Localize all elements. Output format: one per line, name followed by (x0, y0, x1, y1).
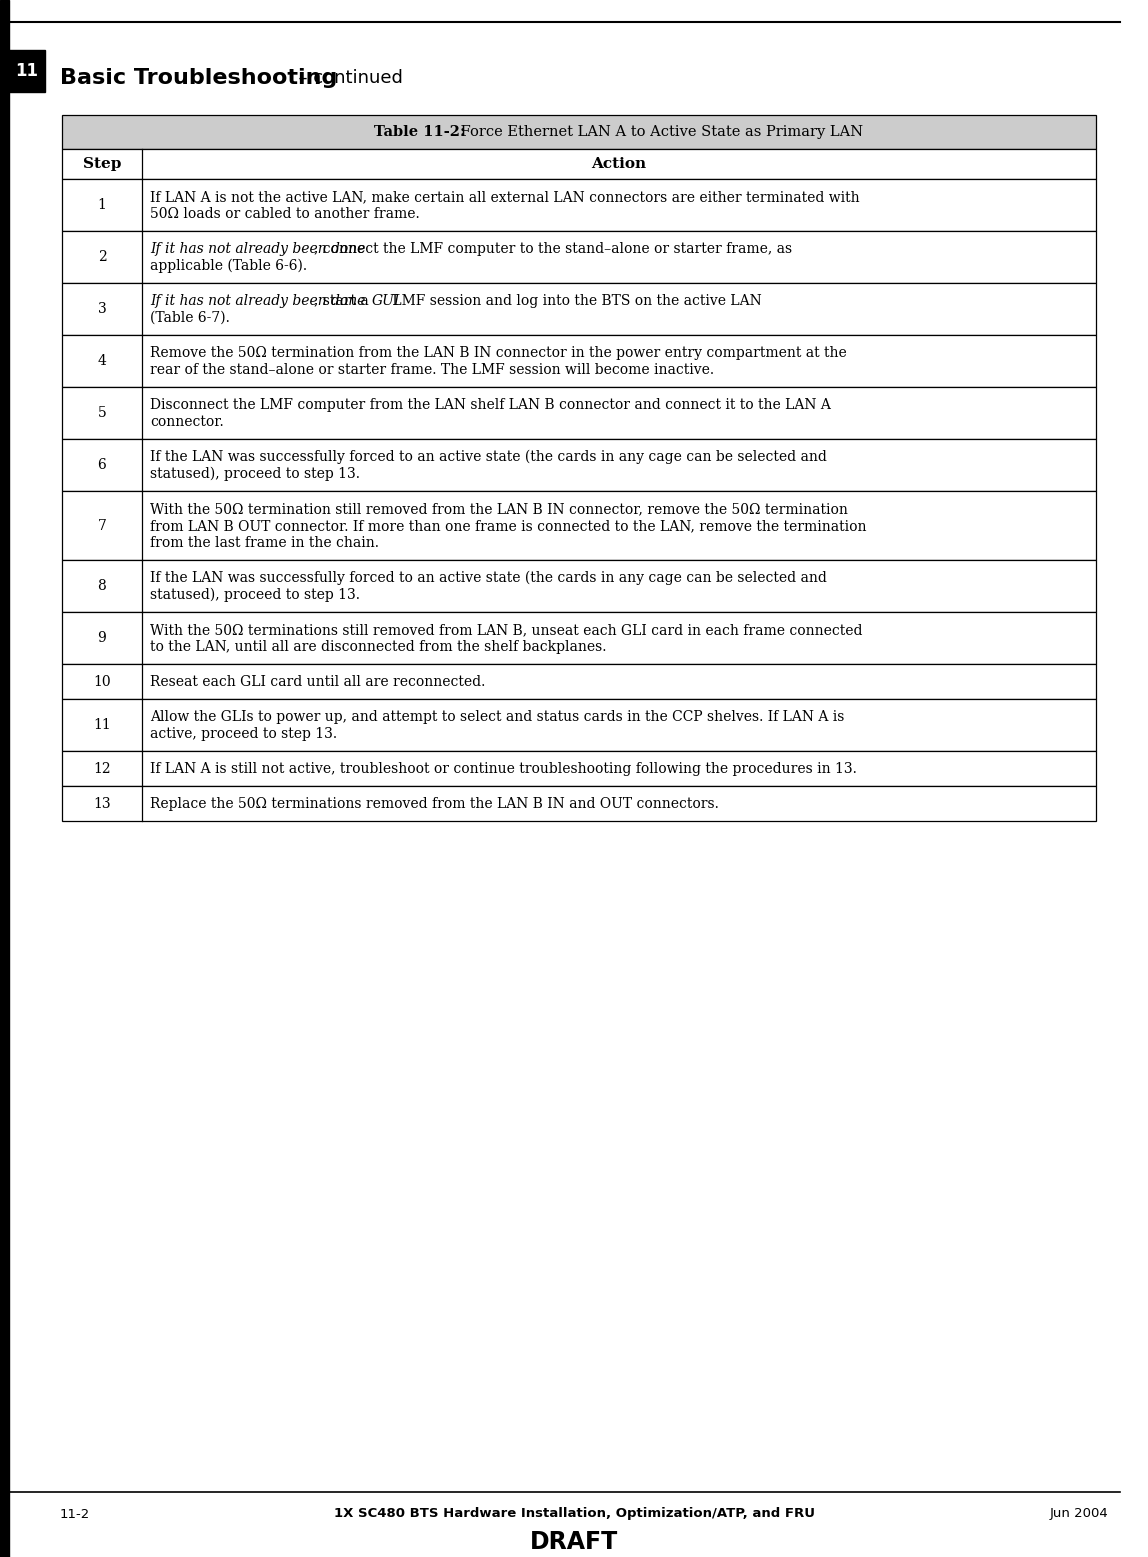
Bar (62, 439, 1096, 490)
Text: If it has not already been done: If it has not already been done (150, 294, 365, 308)
Text: Disconnect the LMF computer from the LAN shelf LAN B connector and connect it to: Disconnect the LMF computer from the LAN… (150, 399, 831, 413)
Text: connector.: connector. (150, 416, 224, 430)
Text: Reseat each GLI card until all are reconnected.: Reseat each GLI card until all are recon… (150, 676, 486, 690)
Bar (62, 335, 1096, 388)
Text: Allow the GLIs to power up, and attempt to select and status cards in the CCP sh: Allow the GLIs to power up, and attempt … (150, 710, 845, 724)
Bar (62, 179, 1096, 230)
Bar (62, 561, 1096, 612)
Bar (62, 115, 1096, 149)
Text: from LAN B OUT connector. If more than one frame is connected to the LAN, remove: from LAN B OUT connector. If more than o… (150, 518, 867, 532)
Text: With the 50Ω terminations still removed from LAN B, unseat each GLI card in each: With the 50Ω terminations still removed … (150, 623, 862, 637)
Text: statused), proceed to step 13.: statused), proceed to step 13. (150, 467, 360, 481)
Bar (62, 388, 1096, 439)
Text: If it has not already been done: If it has not already been done (150, 241, 365, 255)
Text: 12: 12 (93, 761, 111, 775)
Text: 8: 8 (98, 579, 107, 593)
Text: 4: 4 (98, 353, 107, 367)
Text: active, proceed to step 13.: active, proceed to step 13. (150, 727, 338, 741)
Text: rear of the stand–alone or starter frame. The LMF session will become inactive.: rear of the stand–alone or starter frame… (150, 363, 714, 377)
Text: , start a: , start a (315, 294, 373, 308)
Text: If the LAN was successfully forced to an active state (the cards in any cage can: If the LAN was successfully forced to an… (150, 450, 827, 464)
Text: Remove the 50Ω termination from the LAN B IN connector in the power entry compar: Remove the 50Ω termination from the LAN … (150, 346, 847, 360)
Bar (9, 50, 45, 92)
Text: DRAFT: DRAFT (530, 1531, 618, 1554)
Text: 11: 11 (16, 62, 39, 79)
Bar (62, 786, 1096, 821)
Text: to the LAN, until all are disconnected from the shelf backplanes.: to the LAN, until all are disconnected f… (150, 640, 606, 654)
Bar (62, 283, 1096, 335)
Text: Step: Step (83, 157, 122, 171)
Bar (62, 699, 1096, 750)
Text: Force Ethernet LAN A to Active State as Primary LAN: Force Ethernet LAN A to Active State as … (457, 125, 863, 139)
Text: 11-2: 11-2 (60, 1507, 91, 1521)
Text: – continued: – continued (287, 69, 403, 87)
Text: 50Ω loads or cabled to another frame.: 50Ω loads or cabled to another frame. (150, 207, 420, 221)
Text: GUI: GUI (372, 294, 401, 308)
Text: applicable (Table 6-6).: applicable (Table 6-6). (150, 258, 308, 274)
Bar (62, 750, 1096, 786)
Text: 3: 3 (98, 302, 107, 316)
Text: With the 50Ω termination still removed from the LAN B IN connector, remove the 5: With the 50Ω termination still removed f… (150, 501, 848, 515)
Bar (62, 230, 1096, 283)
Text: Table 11-2:: Table 11-2: (374, 125, 465, 139)
Text: 1X SC480 BTS Hardware Installation, Optimization/ATP, and FRU: 1X SC480 BTS Hardware Installation, Opti… (334, 1507, 814, 1521)
Text: 5: 5 (98, 406, 107, 420)
Text: , connect the LMF computer to the stand–alone or starter frame, as: , connect the LMF computer to the stand–… (315, 241, 792, 255)
Text: statused), proceed to step 13.: statused), proceed to step 13. (150, 589, 360, 603)
Text: 10: 10 (93, 674, 111, 688)
Text: Jun 2004: Jun 2004 (1049, 1507, 1108, 1521)
Text: If the LAN was successfully forced to an active state (the cards in any cage can: If the LAN was successfully forced to an… (150, 571, 827, 585)
Text: 6: 6 (98, 458, 107, 472)
Text: If LAN A is not the active LAN, make certain all external LAN connectors are eit: If LAN A is not the active LAN, make cer… (150, 190, 860, 204)
Bar (62, 149, 1096, 179)
Bar (62, 612, 1096, 663)
Text: If LAN A is still not active, troubleshoot or continue troubleshooting following: If LAN A is still not active, troublesho… (150, 761, 856, 775)
Text: 9: 9 (98, 631, 107, 645)
Bar (0, 0, 9, 1557)
Bar (62, 663, 1096, 699)
Text: Basic Troubleshooting: Basic Troubleshooting (60, 69, 338, 89)
Text: 13: 13 (93, 797, 111, 811)
Text: 7: 7 (98, 518, 107, 532)
Text: Replace the 50Ω terminations removed from the LAN B IN and OUT connectors.: Replace the 50Ω terminations removed fro… (150, 797, 719, 811)
Text: 11: 11 (93, 718, 111, 732)
Text: LMF session and log into the BTS on the active LAN: LMF session and log into the BTS on the … (388, 294, 761, 308)
Bar (62, 490, 1096, 561)
Text: from the last frame in the chain.: from the last frame in the chain. (150, 536, 379, 550)
Text: Action: Action (591, 157, 646, 171)
Text: 2: 2 (98, 251, 107, 265)
Text: (Table 6-7).: (Table 6-7). (150, 311, 230, 325)
Text: 1: 1 (98, 198, 107, 212)
